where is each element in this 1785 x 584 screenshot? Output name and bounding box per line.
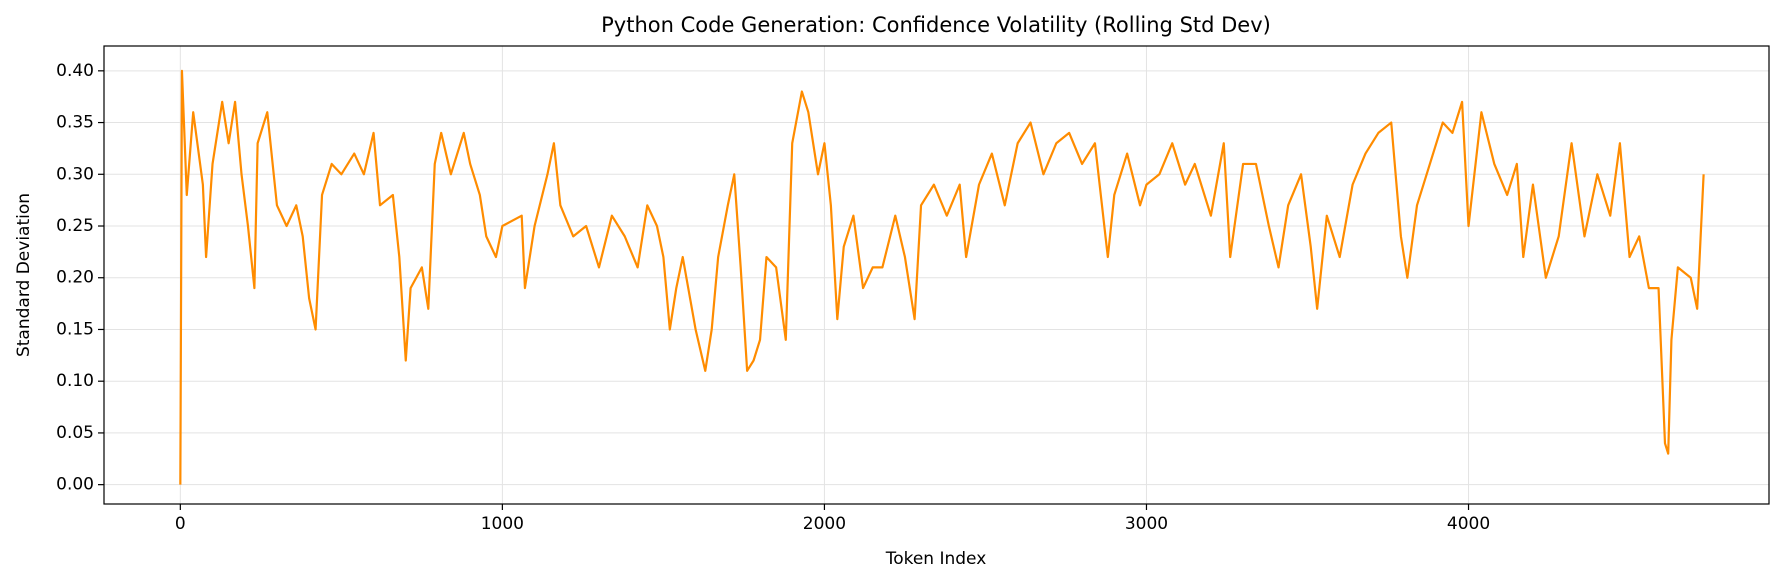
x-tick-label: 3000: [1125, 514, 1168, 534]
x-tick-label: 0: [175, 514, 186, 534]
chart-title: Python Code Generation: Confidence Volat…: [601, 13, 1271, 37]
y-tick-label: 0.20: [56, 268, 94, 288]
plot-frame: [103, 45, 1770, 505]
y-tick-label: 0.35: [56, 113, 94, 133]
y-tick-label: 0.10: [56, 371, 94, 391]
x-axis-label: Token Index: [885, 549, 987, 569]
y-tick-label: 0.00: [56, 475, 94, 495]
y-axis-label: Standard Deviation: [14, 193, 34, 357]
y-tick-label: 0.25: [56, 216, 94, 236]
y-tick-label: 0.30: [56, 164, 94, 184]
data-line: [179, 69, 1705, 485]
x-tick-label: 1000: [481, 514, 524, 534]
x-tick-label: 2000: [803, 514, 846, 534]
x-tick-label: 4000: [1447, 514, 1490, 534]
y-tick-label: 0.05: [56, 423, 94, 443]
y-tick-label: 0.15: [56, 319, 94, 339]
y-tick-label: 0.40: [56, 61, 94, 81]
